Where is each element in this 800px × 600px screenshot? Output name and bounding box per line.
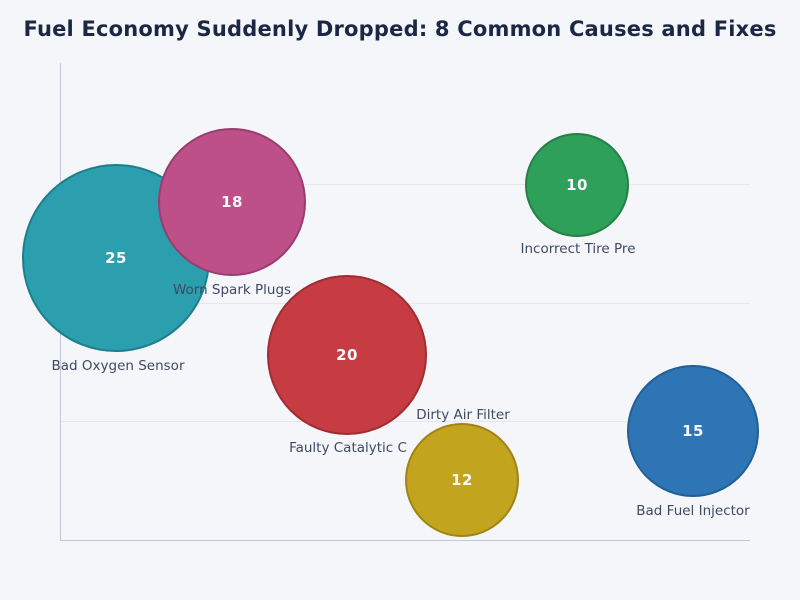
bubble-value: 20 (336, 346, 358, 364)
bubble-worn-spark-plugs: 18 (158, 128, 306, 276)
bubble-value: 10 (566, 176, 588, 194)
bubble-faulty-catalytic-converter: 20 (267, 275, 427, 435)
bubble-label-faulty-catalytic-converter: Faulty Catalytic C (289, 440, 407, 456)
bubble-dirty-air-filter: 12 (405, 423, 519, 537)
gridline (61, 184, 750, 185)
bubble-value: 15 (682, 422, 704, 440)
gridline (61, 421, 750, 422)
bubble-label-worn-spark-plugs: Worn Spark Plugs (172, 282, 292, 298)
bubble-bad-fuel-injector: 15 (627, 365, 759, 497)
bubble-label-dirty-air-filter: Dirty Air Filter (416, 407, 510, 423)
bubble-value: 25 (105, 249, 127, 267)
bubble-value: 12 (451, 471, 473, 489)
bubble-incorrect-tire-pressure: 10 (525, 133, 629, 237)
bubble-label-bad-fuel-injector: Bad Fuel Injector (636, 503, 750, 519)
bubble-label-incorrect-tire-pressure: Incorrect Tire Pre (520, 241, 636, 257)
bubble-value: 18 (221, 193, 243, 211)
bubble-label-bad-oxygen-sensor: Bad Oxygen Sensor (51, 358, 185, 374)
chart-title: Fuel Economy Suddenly Dropped: 8 Common … (23, 17, 777, 41)
